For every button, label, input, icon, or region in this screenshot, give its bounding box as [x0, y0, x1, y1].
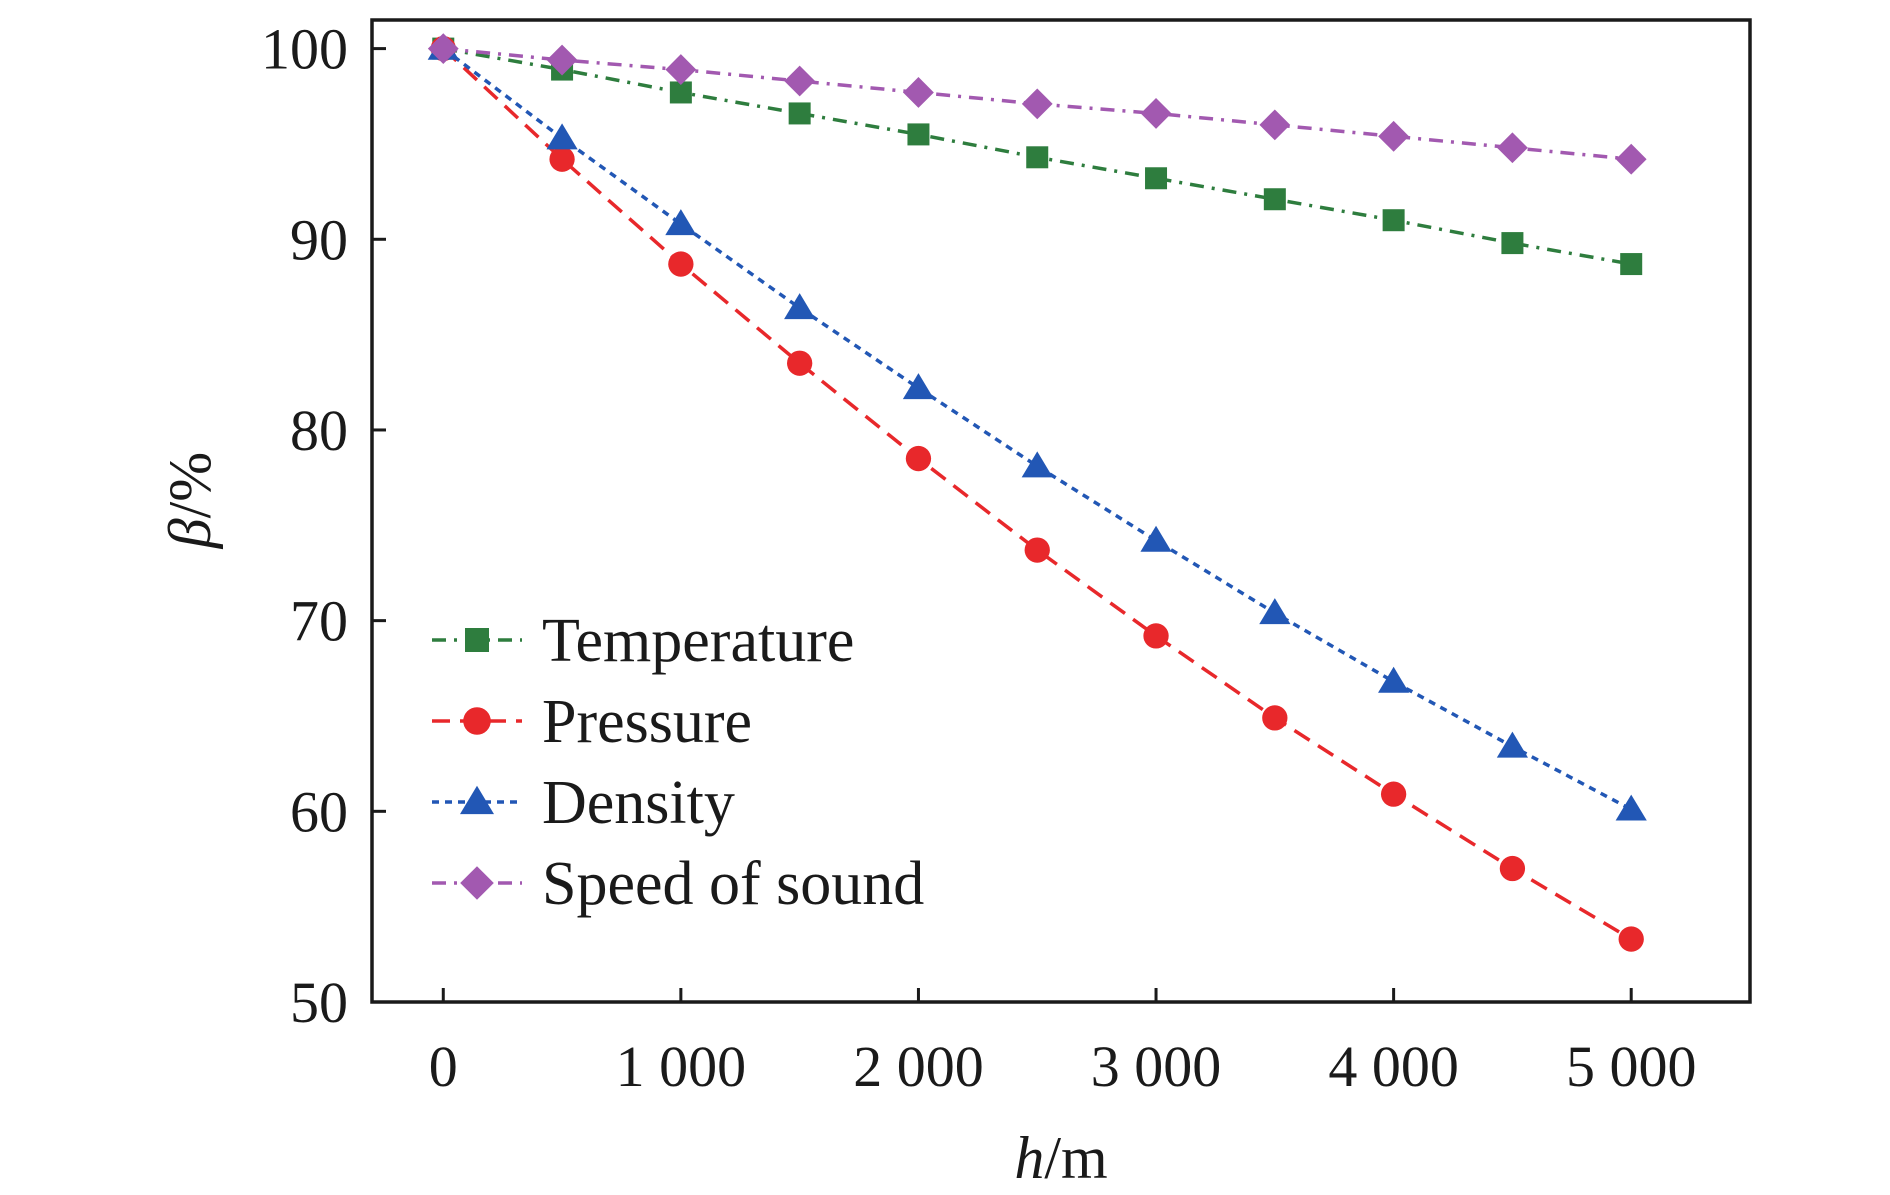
series-density	[427, 33, 1647, 821]
legend: Temperature Pressure Density Speed of sound	[432, 607, 924, 918]
data-point-temperature	[1263, 188, 1286, 211]
y-axis-title: β/%	[157, 452, 223, 550]
series-layer	[427, 33, 1647, 952]
data-point-density	[902, 373, 935, 400]
x-tick-label: 3 000	[1091, 1034, 1222, 1099]
data-point-density	[1021, 451, 1053, 478]
data-point-temperature	[788, 102, 811, 125]
data-point-temperature	[1145, 167, 1168, 190]
legend-label-density: Density	[542, 769, 735, 837]
x-tick-label: 0	[429, 1034, 458, 1099]
data-point-temperature	[1620, 253, 1643, 276]
y-axis-ticks: 50 60 70 80 90 100	[261, 17, 386, 1035]
data-point-density	[784, 293, 816, 320]
data-point-pressure	[1380, 781, 1407, 807]
series-speed-of-sound	[427, 33, 1647, 175]
x-tick-label: 5 000	[1566, 1034, 1697, 1099]
series-line-pressure	[442, 47, 1633, 941]
y-tick-label: 80	[290, 398, 348, 463]
data-point-speed-of-sound	[427, 33, 459, 65]
y-axis-variable: β	[157, 518, 223, 549]
x-axis-variable: h	[1014, 1125, 1044, 1191]
y-tick-label: 60	[290, 779, 348, 844]
data-point-density	[1378, 666, 1410, 693]
data-point-pressure	[1499, 855, 1526, 882]
x-axis-title: h/m	[1014, 1125, 1107, 1191]
data-point-speed-of-sound	[546, 44, 578, 76]
x-axis-unit: /m	[1044, 1125, 1107, 1191]
data-point-density	[1615, 794, 1647, 821]
x-tick-label: 2 000	[853, 1034, 984, 1099]
y-tick-label: 90	[290, 207, 348, 272]
data-point-speed-of-sound	[903, 77, 934, 108]
data-point-pressure	[1143, 623, 1169, 649]
data-point-speed-of-sound	[1497, 132, 1528, 164]
data-point-pressure	[668, 251, 694, 277]
data-point-speed-of-sound	[1615, 143, 1647, 175]
data-point-temperature	[669, 81, 692, 104]
legend-marker-pressure	[463, 707, 491, 735]
y-axis-unit: /%	[157, 452, 223, 519]
x-axis-ticks: 0 1 000 2 000 3 000 4 000 5 000	[429, 988, 1697, 1099]
y-tick-label: 100	[261, 17, 348, 82]
data-point-density	[1140, 525, 1172, 552]
data-point-speed-of-sound	[1021, 88, 1053, 120]
data-point-density	[546, 123, 578, 150]
series-line-density	[442, 47, 1633, 811]
series-temperature	[432, 37, 1643, 276]
data-point-density	[1259, 598, 1291, 625]
legend-marker-speed-of-sound	[460, 866, 494, 900]
data-point-pressure	[905, 445, 932, 472]
plot-frame	[370, 18, 1752, 1004]
x-tick-label: 4 000	[1328, 1034, 1459, 1099]
data-point-speed-of-sound	[665, 54, 697, 85]
data-point-temperature	[1501, 232, 1524, 255]
data-point-pressure	[1262, 705, 1288, 731]
y-tick-label: 70	[290, 589, 348, 654]
legend-label-speed-of-sound: Speed of sound	[542, 850, 924, 918]
data-point-speed-of-sound	[1140, 98, 1172, 129]
data-point-speed-of-sound	[784, 65, 816, 97]
data-point-pressure	[1024, 537, 1050, 563]
y-tick-label: 50	[290, 970, 348, 1035]
data-point-temperature	[907, 123, 930, 146]
legend-marker-density	[459, 785, 495, 815]
data-point-pressure	[787, 350, 813, 376]
data-point-density	[665, 209, 697, 236]
data-point-speed-of-sound	[1259, 109, 1291, 141]
x-tick-label: 1 000	[616, 1034, 747, 1099]
legend-label-temperature: Temperature	[542, 607, 854, 675]
data-point-pressure	[549, 146, 575, 172]
legend-label-pressure: Pressure	[542, 688, 752, 756]
legend-marker-temperature	[465, 628, 489, 652]
data-point-density	[1496, 731, 1529, 758]
data-point-temperature	[1382, 209, 1405, 232]
data-point-temperature	[1026, 146, 1049, 169]
data-point-pressure	[1618, 926, 1644, 952]
data-point-speed-of-sound	[1378, 120, 1410, 152]
